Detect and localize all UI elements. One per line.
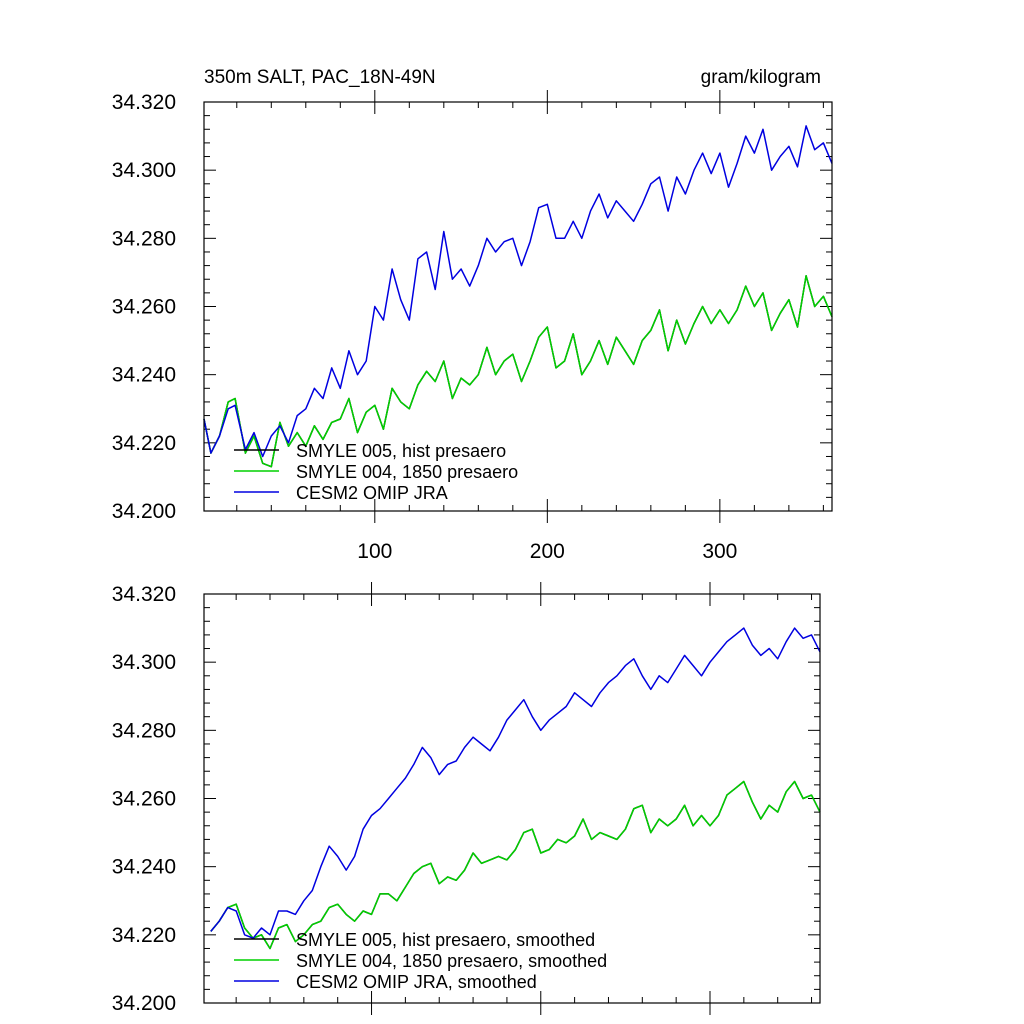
legend-label: SMYLE 004, 1850 presaero: [296, 462, 518, 482]
y-tick-label: 34.200: [112, 500, 176, 523]
top-panel-frame: [203, 101, 833, 512]
top-panel-ticks: 34.200 34.220 34.240 34.260 34.280 34.300 34.3…: [112, 90, 832, 563]
legend-label: CESM2 OMIP JRA: [296, 483, 448, 503]
chart-title-left: 350m SALT, PAC_18N-49N: [204, 67, 436, 88]
y-tick-label: 34.320: [112, 583, 176, 606]
series-line: [210, 627, 821, 939]
series-line: [210, 780, 821, 950]
y-tick-label: 34.300: [112, 159, 176, 182]
series-line: [203, 275, 833, 468]
x-tick-label: 100: [357, 540, 392, 563]
y-tick-label: 34.300: [112, 651, 176, 674]
series-line: [203, 125, 833, 458]
y-tick-label: 34.260: [112, 788, 176, 811]
legend-label: SMYLE 004, 1850 presaero, smoothed: [296, 951, 607, 971]
y-tick-label: 34.200: [112, 992, 176, 1015]
bottom-panel-ticks: 34.200 34.220 34.240 34.260 34.280 34.300 34.3…: [112, 582, 820, 1015]
bottom-panel-series: [210, 627, 821, 950]
y-tick-label: 34.220: [112, 924, 176, 947]
legend-label: SMYLE 005, hist presaero, smoothed: [296, 930, 595, 950]
x-tick-label: 200: [530, 540, 565, 563]
y-tick-label: 34.280: [112, 227, 176, 250]
y-tick-label: 34.280: [112, 719, 176, 742]
top-panel-series: [203, 125, 833, 468]
x-tick-label: 300: [702, 540, 737, 563]
y-tick-label: 34.320: [112, 91, 176, 114]
bottom-panel-legend: SMYLE 005, hist presaero, smoothedSMYLE …: [234, 930, 607, 992]
bottom-panel-frame: [203, 593, 821, 1004]
series-line: [210, 780, 821, 950]
y-tick-label: 34.220: [112, 432, 176, 455]
y-tick-label: 34.260: [112, 296, 176, 319]
y-tick-label: 34.240: [112, 856, 176, 879]
top-panel: 350m SALT, PAC_18N-49N gram/kilogram 34.…: [112, 67, 833, 563]
legend-label: SMYLE 005, hist presaero: [296, 441, 506, 461]
bottom-panel: 34.200 34.220 34.240 34.260 34.280 34.300 34.3…: [112, 582, 821, 1015]
y-tick-label: 34.240: [112, 364, 176, 387]
legend-label: CESM2 OMIP JRA, smoothed: [296, 972, 537, 992]
chart-title-right: gram/kilogram: [701, 67, 821, 88]
